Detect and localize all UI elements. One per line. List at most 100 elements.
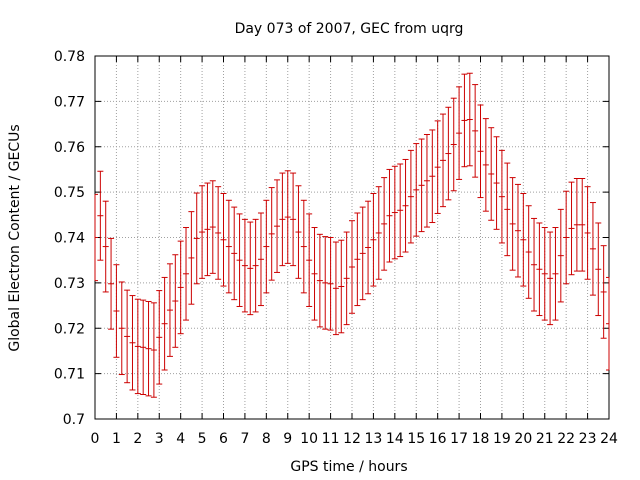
axis-ticks	[94, 55, 610, 420]
y-axis-title: Global Electron Content / GECUs	[7, 124, 23, 351]
errorbar-point	[402, 158, 409, 253]
x-tick-label: 10	[300, 431, 318, 447]
errorbar-point	[349, 220, 355, 314]
errorbar-point	[343, 231, 350, 326]
errorbar-point	[306, 213, 313, 307]
errorbar-point	[332, 241, 339, 336]
x-tick-labels: 0 1 2 3 4 5 6 7 8 9 10 11 12 13 14 15 16 17 18 19 20 21 22 23 24	[91, 431, 618, 447]
errorbar-point	[493, 136, 500, 230]
errorbar-point	[557, 208, 564, 303]
errorbar-point	[290, 172, 297, 267]
errorbar-point	[252, 218, 259, 313]
x-tick-label: 17	[450, 431, 468, 447]
chart-title: Day 073 of 2007, GEC from uqrg	[235, 21, 464, 37]
errorbar-point	[150, 302, 157, 398]
errorbar-point	[381, 177, 388, 271]
errorbar-point	[434, 120, 441, 214]
x-tick-label: 14	[386, 431, 404, 447]
errorbar-point	[514, 183, 521, 278]
errorbar-point	[606, 276, 610, 371]
errorbar-point	[589, 202, 596, 296]
errorbar-point	[284, 170, 291, 264]
errorbar-point	[472, 84, 479, 178]
y-tick-label: 0.77	[54, 94, 85, 110]
errorbar-point	[423, 133, 430, 228]
errorbar-point	[274, 179, 281, 273]
errorbar-point	[327, 237, 334, 331]
x-tick-label: 4	[176, 431, 185, 447]
x-tick-label: 22	[557, 431, 575, 447]
errorbar-point	[488, 127, 495, 221]
errorbar-point	[129, 295, 136, 391]
errorbar-point	[552, 227, 559, 321]
errorbar-point	[94, 193, 98, 282]
x-tick-label: 20	[514, 431, 532, 447]
x-tick-label: 18	[472, 431, 490, 447]
x-tick-label: 21	[536, 431, 554, 447]
x-tick-label: 3	[155, 431, 164, 447]
errorbar-point	[124, 289, 131, 384]
errorbar-point	[365, 200, 372, 295]
x-tick-label: 19	[493, 431, 511, 447]
errorbar-point	[295, 185, 302, 279]
errorbar-point	[547, 231, 554, 326]
errorbar-point	[568, 181, 575, 276]
errorbar-point	[113, 264, 120, 358]
errorbar-point	[595, 222, 602, 317]
errorbar-point	[257, 212, 264, 307]
errorbar-point	[311, 227, 318, 321]
x-tick-label: 13	[365, 431, 383, 447]
y-tick-label: 0.7	[63, 412, 85, 428]
errorbar-point	[236, 213, 243, 307]
errorbar-point	[97, 170, 104, 261]
errorbar-point	[316, 233, 323, 328]
errorbar-point	[177, 240, 184, 335]
errorbar-point	[215, 186, 222, 280]
errorbar-point	[456, 86, 463, 180]
errorbar-point	[531, 217, 538, 312]
errorbar-point	[172, 254, 179, 348]
errorbar-point	[134, 298, 141, 395]
errorbar-point	[509, 177, 516, 271]
errorbar-point	[407, 149, 414, 244]
errorbar-point	[482, 118, 489, 212]
errorbar-point	[466, 72, 473, 167]
errorbar-point	[102, 200, 109, 293]
x-tick-label: 8	[262, 431, 271, 447]
errorbar-point	[536, 222, 543, 317]
errorbar-point	[279, 172, 286, 267]
errorbar-point	[199, 185, 206, 279]
errorbar-point	[413, 143, 420, 237]
y-tick-label: 0.78	[54, 49, 85, 65]
errorbar-point	[220, 192, 227, 287]
errorbar-point	[391, 165, 398, 260]
errorbar-point	[300, 199, 307, 294]
errorbar-point	[584, 186, 591, 280]
x-tick-label: 6	[219, 431, 228, 447]
errorbar-point	[241, 218, 248, 313]
x-tick-label: 1	[112, 431, 121, 447]
errorbar-point	[268, 187, 275, 281]
errorbar-point	[166, 263, 173, 357]
y-tick-label: 0.71	[54, 367, 85, 383]
x-tick-label: 5	[198, 431, 207, 447]
x-tick-label: 15	[407, 431, 425, 447]
y-tick-label: 0.76	[54, 140, 85, 156]
errorbar-point	[118, 281, 125, 376]
errorbar-point	[541, 227, 548, 321]
errorbar-point	[145, 300, 152, 397]
x-tick-label: 9	[283, 431, 292, 447]
errorbar-point	[209, 180, 216, 274]
errorbar-point	[354, 212, 361, 307]
x-tick-label: 2	[133, 431, 142, 447]
errorbar-point	[498, 149, 505, 244]
y-tick-label: 0.73	[54, 276, 85, 292]
x-tick-label: 24	[600, 431, 618, 447]
x-axis-title: GPS time / hours	[290, 459, 407, 475]
errorbar-point	[440, 113, 447, 208]
errorbar-point	[445, 106, 452, 201]
errorbar-point	[183, 227, 190, 321]
x-tick-label: 0	[91, 431, 100, 447]
x-tick-label: 12	[343, 431, 361, 447]
